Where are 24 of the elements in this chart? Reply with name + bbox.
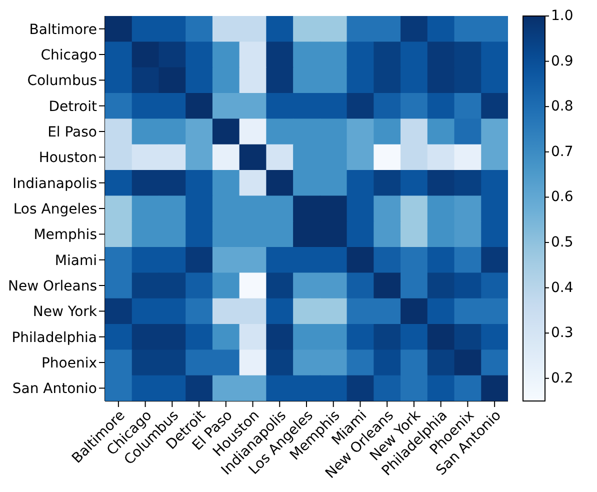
color-bar-label: 1.0 xyxy=(551,8,574,24)
y-tick-label: Phoenix xyxy=(41,355,97,372)
y-tick-label: Indianapolis xyxy=(12,176,97,192)
y-tick-label: Los Angeles xyxy=(13,201,97,218)
y-tick-label: Baltimore xyxy=(29,22,97,38)
y-tick-label: Miami xyxy=(54,252,97,269)
y-tick-label: Houston xyxy=(38,150,97,166)
color-bar-label: 0.8 xyxy=(551,98,574,115)
color-bar-label: 0.5 xyxy=(551,234,574,250)
color-bar-label: 0.6 xyxy=(551,189,574,206)
color-bar-label: 0.2 xyxy=(551,370,574,386)
y-tick-label: San Antonio xyxy=(12,381,97,398)
y-tick-label: New Orleans xyxy=(8,278,97,294)
y-tick-label: Philadelphia xyxy=(12,330,97,346)
y-tick-label: New York xyxy=(32,304,98,320)
y-tick-label: Chicago xyxy=(40,47,97,64)
color-bar-label: 0.9 xyxy=(551,53,574,70)
y-tick-label: Columbus xyxy=(27,73,97,90)
y-tick-label: El Paso xyxy=(48,124,97,140)
y-tick-label: Detroit xyxy=(48,98,98,115)
color-bar-label: 0.7 xyxy=(551,144,574,160)
color-bar-label: 0.4 xyxy=(551,280,574,296)
color-bar-label: 0.3 xyxy=(551,325,574,342)
y-tick-label: Memphis xyxy=(34,227,97,244)
